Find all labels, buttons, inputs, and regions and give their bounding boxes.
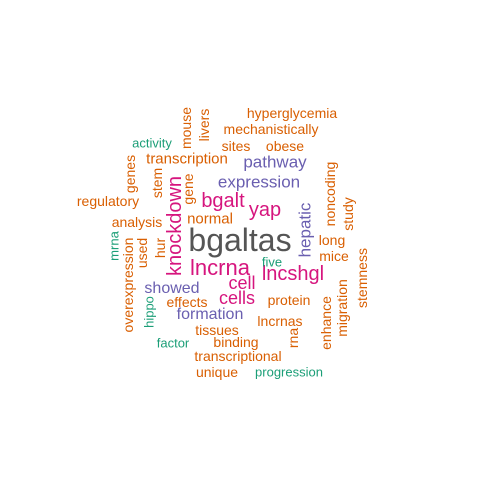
word-lncrnas: lncrnas (257, 313, 303, 329)
word-unique: unique (195, 364, 239, 380)
word-five: five (261, 254, 283, 270)
word-expression: expression (217, 172, 301, 192)
word-yap: yap (248, 199, 282, 221)
word-pathway: pathway (243, 152, 307, 172)
word-mrna: mrna (106, 231, 122, 261)
word-activity: activity (132, 135, 172, 151)
word-lncshgl: lncshgl (261, 263, 325, 285)
word-used: used (134, 237, 150, 269)
word-hyperglycemia: hyperglycemia (246, 105, 338, 121)
word-gene: gene (180, 173, 196, 205)
word-factor: factor (156, 335, 190, 351)
word-study: study (340, 197, 356, 231)
word-hepatic: hepatic (295, 202, 315, 258)
word-sites: sites (221, 138, 251, 154)
word-showed: showed (144, 280, 200, 297)
word-formation: formation (176, 306, 244, 323)
word-mouse: mouse (178, 106, 194, 150)
word-hur: hur (152, 237, 168, 259)
word-lncrna: lncrna (190, 255, 250, 280)
word-progression: progression (255, 364, 323, 380)
word-tissues: tissues (195, 322, 239, 338)
word-stemness: stemness (354, 248, 370, 308)
word-hippo: hippo (141, 296, 157, 328)
word-overexpression: overexpression (120, 237, 136, 333)
word-cell: cell (228, 273, 256, 293)
word-long: long (318, 232, 346, 248)
word-cells: cells (218, 288, 256, 308)
word-mechanistically: mechanistically (223, 121, 319, 137)
word-rna: rna (285, 327, 301, 349)
word-analysis: analysis (111, 214, 163, 230)
word-obese: obese (265, 138, 305, 154)
word-stem: stem (149, 167, 165, 199)
word-protein: protein (267, 292, 311, 308)
word-noncoding: noncoding (322, 161, 338, 227)
word-normal: normal (187, 210, 233, 228)
word-effects: effects (166, 294, 208, 310)
word-binding: binding (213, 334, 259, 350)
word-genes: genes (122, 154, 138, 194)
word-transcription: transcription (146, 150, 228, 168)
word-transcriptional: transcriptional (194, 348, 282, 364)
word-migration: migration (334, 279, 350, 337)
word-regulatory: regulatory (76, 193, 140, 209)
word-bgaltas: bgaltas (188, 222, 292, 258)
word-mice: mice (319, 248, 349, 264)
word-bgalt: bgalt (201, 190, 245, 212)
word-enhance: enhance (318, 296, 334, 350)
word-livers: livers (196, 108, 212, 142)
